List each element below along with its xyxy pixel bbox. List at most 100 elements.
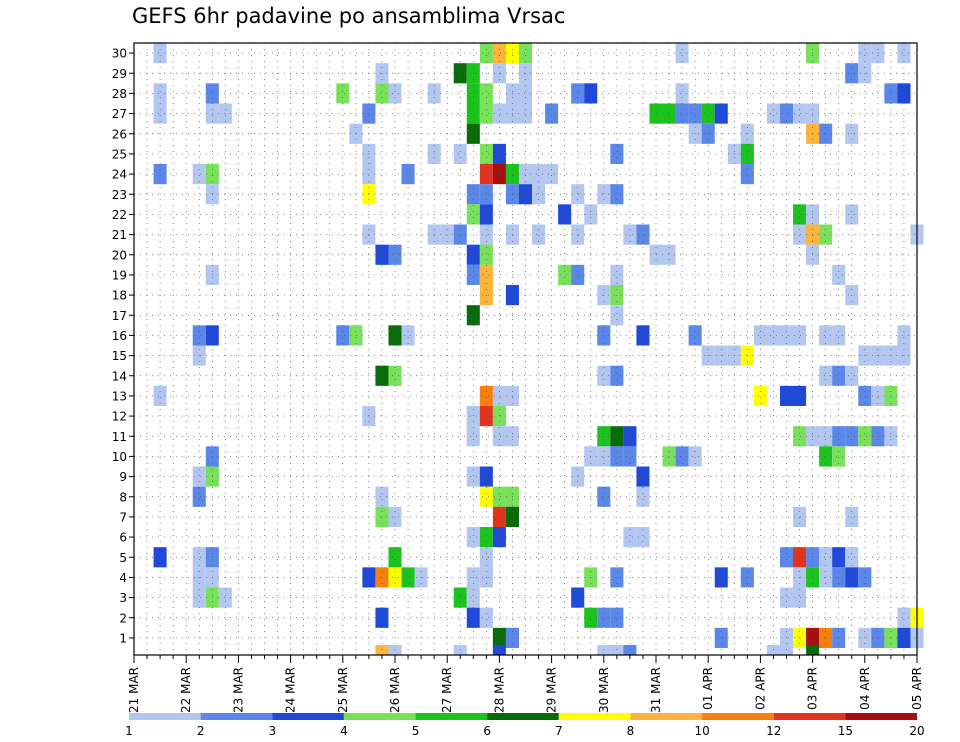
heatmap-cell — [779, 385, 794, 406]
heatmap-cell — [845, 547, 859, 568]
heatmap-cell — [466, 83, 480, 104]
heatmap-cell — [793, 224, 807, 245]
heatmap-cell — [192, 547, 206, 568]
chart-title: GEFS 6hr padavine po ansamblima Vrsac — [132, 4, 566, 28]
x-tick-label: 27 MAR — [440, 667, 454, 713]
heatmap-cell — [714, 103, 728, 124]
heatmap-cell — [832, 264, 846, 285]
heatmap-cell — [662, 103, 676, 124]
heatmap-cell — [793, 103, 807, 124]
heatmap-cell — [466, 244, 480, 265]
heatmap-cell — [793, 547, 807, 568]
y-tick-label: 17 — [112, 309, 127, 323]
heatmap-cell — [466, 406, 480, 427]
y-tick-label: 18 — [112, 289, 127, 303]
heatmap-cell — [753, 325, 767, 346]
colorbar-label: 12 — [766, 724, 781, 738]
heatmap-cell — [192, 587, 206, 608]
heatmap-cell — [440, 224, 454, 245]
y-tick-label: 10 — [112, 450, 127, 464]
heatmap-cell — [466, 426, 480, 447]
colorbar-label: 1 — [125, 724, 133, 738]
y-tick-label: 23 — [112, 188, 127, 202]
heatmap-cell — [466, 184, 480, 205]
heatmap-cell — [832, 365, 846, 386]
heatmap-cell — [375, 83, 389, 104]
heatmap-cell — [858, 426, 872, 447]
x-tick-label: 30 MAR — [597, 667, 611, 713]
heatmap-cell — [192, 466, 206, 487]
heatmap-cell — [479, 143, 493, 164]
heatmap-cell — [479, 184, 493, 205]
x-tick-label: 28 MAR — [492, 667, 506, 713]
heatmap-cell — [610, 365, 624, 386]
colorbar-label: 10 — [694, 724, 709, 738]
y-tick-label: 20 — [112, 248, 127, 262]
heatmap-cell — [740, 164, 754, 185]
heatmap-cell — [492, 143, 506, 164]
colorbar-swatch — [773, 713, 846, 720]
heatmap-cell — [832, 446, 846, 467]
heatmap-cell — [153, 385, 167, 406]
heatmap-cell — [492, 103, 506, 124]
x-tick-label: 23 MAR — [231, 667, 245, 713]
heatmap-cell — [636, 466, 650, 487]
heatmap-cell — [779, 547, 794, 568]
heatmap-cell — [336, 325, 350, 346]
heatmap-cell — [492, 506, 506, 527]
y-tick-label: 16 — [112, 329, 127, 343]
colorbar-label: 15 — [838, 724, 853, 738]
heatmap-cell — [466, 466, 480, 487]
heatmap-cell — [858, 43, 872, 64]
heatmap-cell — [623, 224, 637, 245]
heatmap-cell — [753, 385, 767, 406]
heatmap-cell — [675, 83, 689, 104]
heatmap-cell — [518, 184, 533, 205]
colorbar-swatch — [343, 713, 416, 720]
heatmap-cell — [688, 446, 702, 467]
heatmap-cell — [453, 143, 467, 164]
heatmap-cell — [871, 43, 885, 64]
heatmap-cell — [819, 547, 833, 568]
heatmap-cell — [597, 426, 611, 447]
heatmap-cell — [610, 305, 624, 326]
y-tick-label: 14 — [112, 369, 127, 383]
heatmap-cell — [597, 184, 611, 205]
heatmap-cell — [858, 385, 872, 406]
heatmap-cell — [597, 325, 611, 346]
heatmap-cell — [675, 43, 689, 64]
heatmap-cell — [623, 426, 637, 447]
x-tick-label: 02 APR — [753, 667, 767, 710]
heatmap-cell — [492, 426, 506, 447]
colorbar-swatch — [630, 713, 703, 720]
heatmap-cell — [401, 164, 415, 185]
heatmap-cell — [388, 83, 402, 104]
x-tick-label: 05 APR — [910, 667, 924, 710]
y-tick-label: 19 — [112, 268, 127, 282]
heatmap-cell — [779, 325, 794, 346]
heatmap-cell — [349, 325, 363, 346]
heatmap-cell — [518, 103, 533, 124]
y-tick-label: 25 — [112, 147, 127, 161]
heatmap-cell — [479, 83, 493, 104]
heatmap-cell — [779, 103, 794, 124]
y-tick-labels: 1234567891011121314151617181920212223242… — [112, 47, 127, 646]
heatmap-cell — [793, 385, 807, 406]
colorbar-label: 7 — [555, 724, 563, 738]
colorbar-swatch — [272, 713, 344, 720]
heatmap-cell — [401, 325, 415, 346]
heatmap-cell — [479, 103, 493, 124]
heatmap-cell — [479, 385, 493, 406]
colorbar-label: 4 — [340, 724, 348, 738]
heatmap-cell — [623, 527, 637, 548]
heatmap-cell — [388, 325, 402, 346]
grid-lines — [134, 43, 917, 655]
y-tick-label: 22 — [112, 208, 127, 222]
heatmap-cell — [518, 83, 533, 104]
x-tick-label: 01 APR — [701, 667, 715, 710]
y-tick-label: 15 — [112, 349, 127, 363]
heatmap-cell — [597, 607, 611, 628]
heatmap-cell — [479, 486, 493, 507]
heatmap-cell — [610, 446, 624, 467]
y-tick-label: 7 — [119, 510, 127, 524]
